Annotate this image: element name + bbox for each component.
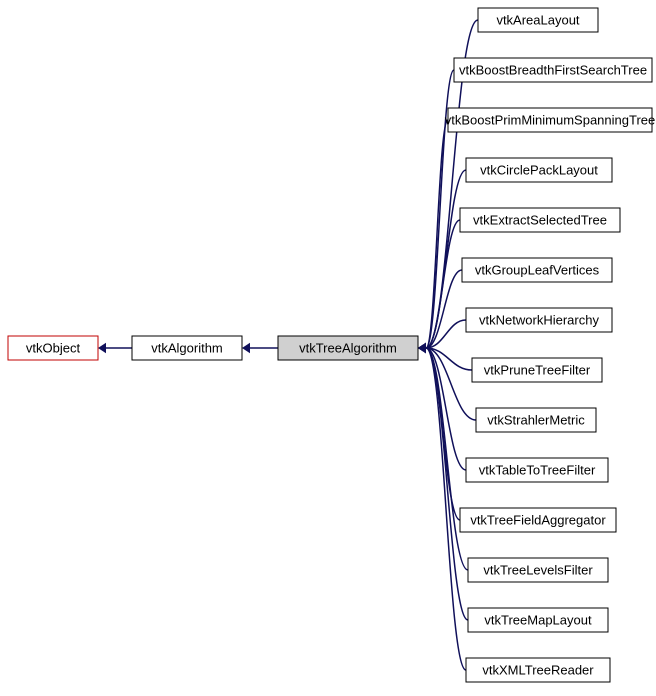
class-node-label: vtkGroupLeafVertices	[475, 262, 600, 277]
inheritance-edge	[426, 348, 468, 570]
class-node-vtkTreeFieldAggregator[interactable]: vtkTreeFieldAggregator	[460, 508, 616, 532]
class-node-vtkTreeMapLayout[interactable]: vtkTreeMapLayout	[468, 608, 608, 632]
class-node-label: vtkTreeLevelsFilter	[483, 562, 593, 577]
class-node-label: vtkBoostPrimMinimumSpanningTree	[445, 112, 655, 127]
inheritance-arrowhead	[98, 343, 106, 353]
class-node-label: vtkExtractSelectedTree	[473, 212, 607, 227]
class-node-vtkBoostPrimMinimumSpanningTree[interactable]: vtkBoostPrimMinimumSpanningTree	[445, 108, 655, 132]
class-node-vtkAreaLayout[interactable]: vtkAreaLayout	[478, 8, 598, 32]
class-node-label: vtkCirclePackLayout	[480, 162, 598, 177]
class-node-vtkCirclePackLayout[interactable]: vtkCirclePackLayout	[466, 158, 612, 182]
inheritance-arrowhead	[418, 343, 426, 353]
class-node-vtkGroupLeafVertices[interactable]: vtkGroupLeafVertices	[462, 258, 612, 282]
class-node-vtkTableToTreeFilter[interactable]: vtkTableToTreeFilter	[466, 458, 608, 482]
class-node-label: vtkTreeMapLayout	[484, 612, 592, 627]
class-node-label: vtkAlgorithm	[151, 340, 223, 355]
class-node-label: vtkTableToTreeFilter	[479, 462, 596, 477]
class-node-label: vtkBoostBreadthFirstSearchTree	[459, 62, 647, 77]
class-node-vtkAlgorithm[interactable]: vtkAlgorithm	[132, 336, 242, 360]
class-node-vtkXMLTreeReader[interactable]: vtkXMLTreeReader	[466, 658, 610, 682]
class-node-label: vtkAreaLayout	[496, 12, 579, 27]
class-node-vtkTreeLevelsFilter[interactable]: vtkTreeLevelsFilter	[468, 558, 608, 582]
inheritance-diagram: vtkObject vtkAlgorithm vtkTreeAlgorithm vtk…	[0, 0, 656, 696]
class-node-vtkTreeAlgorithm[interactable]: vtkTreeAlgorithm	[278, 336, 418, 360]
class-node-label: vtkTreeFieldAggregator	[470, 512, 606, 527]
class-node-vtkPruneTreeFilter[interactable]: vtkPruneTreeFilter	[472, 358, 602, 382]
inheritance-arrowhead	[242, 343, 250, 353]
class-node-label: vtkStrahlerMetric	[487, 412, 585, 427]
class-node-label: vtkObject	[26, 340, 81, 355]
class-node-vtkExtractSelectedTree[interactable]: vtkExtractSelectedTree	[460, 208, 620, 232]
class-node-vtkStrahlerMetric[interactable]: vtkStrahlerMetric	[476, 408, 596, 432]
class-node-label: vtkTreeAlgorithm	[299, 340, 397, 355]
class-node-vtkObject[interactable]: vtkObject	[8, 336, 98, 360]
inheritance-edge	[426, 348, 468, 620]
class-node-label: vtkPruneTreeFilter	[484, 362, 591, 377]
class-node-label: vtkNetworkHierarchy	[479, 312, 599, 327]
class-node-vtkNetworkHierarchy[interactable]: vtkNetworkHierarchy	[466, 308, 612, 332]
class-node-vtkBoostBreadthFirstSearchTree[interactable]: vtkBoostBreadthFirstSearchTree	[454, 58, 652, 82]
inheritance-edge	[426, 120, 448, 348]
class-node-label: vtkXMLTreeReader	[482, 662, 594, 677]
